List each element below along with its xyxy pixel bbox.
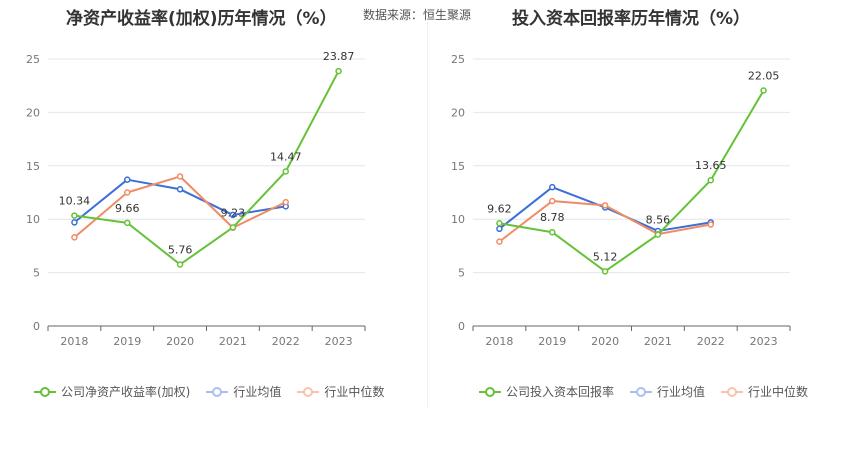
roic-chart: 0 5 10 15 20 25 2018 2019 2020 2021 2022 2023 9.62 8.… [451,53,791,348]
data-point-median [176,173,184,180]
legend-line-icon [206,386,229,398]
legend-line-icon [34,386,56,398]
legend-label: 公司净资产收益率(加权) [61,385,191,399]
y-tick-label: 20 [451,106,465,119]
legend-label: 行业中位数 [324,385,385,399]
data-point-avg [176,186,184,193]
legend-label: 公司投入资本回报率 [506,385,615,399]
data-point-median [124,189,131,196]
y-tick-label: 15 [451,160,465,173]
y-tick-label: 10 [26,213,40,226]
data-point-company [601,268,609,275]
data-point-median [707,221,714,228]
x-tick-label: 2022 [272,335,300,348]
chart-divider [427,22,428,407]
x-tick-label: 2019 [538,335,566,348]
y-tick-label: 25 [451,53,465,66]
x-tick-label: 2018 [485,335,513,348]
data-label: 5.12 [593,250,618,263]
chart1-title: 净资产收益率(加权)历年情况（%） [66,9,337,29]
data-label: 10.34 [59,195,91,208]
y-tick-label: 5 [33,267,40,280]
data-point-company [496,220,503,227]
legend-label: 行业均值 [657,385,706,399]
x-tick-label: 2021 [219,335,247,348]
legend-item-company[interactable]: 公司净资产收益率(加权) [34,383,190,400]
data-point-company [229,224,237,231]
data-point-company [707,176,714,184]
legend-line-icon [479,386,501,398]
data-point-median [549,197,556,205]
data-label: 8.56 [646,214,671,227]
data-label: 22.05 [748,70,780,83]
data-label: 8.78 [540,211,565,224]
legend-item-avg[interactable]: 行业均值 [630,383,705,400]
data-point-avg [549,183,556,191]
x-tick-label: 2019 [113,335,141,348]
y-tick-label: 20 [26,106,40,119]
legend-item-median[interactable]: 行业中位数 [721,383,808,400]
data-point-avg [229,211,237,219]
x-tick-label: 2023 [750,335,778,348]
x-tick-label: 2020 [591,335,619,348]
y-tick-label: 15 [26,160,40,173]
data-point-company [71,212,78,219]
data-point-company [654,231,662,238]
y-tick-label: 10 [451,213,465,226]
y-tick-label: 0 [458,320,465,333]
data-point-company [282,168,289,175]
chart1-legend: 公司净资产收益率(加权) 行业均值 行业中位数 [34,383,384,400]
legend-item-median[interactable]: 行业中位数 [297,383,384,400]
data-point-avg [124,176,131,183]
data-label: 9.62 [487,202,512,215]
data-label: 23.87 [323,50,355,63]
data-source: 数据来源：恒生聚源 [363,8,472,22]
data-point-median [71,234,78,241]
x-tick-label: 2021 [644,335,672,348]
series-line-median [73,175,287,239]
data-label: 9.66 [115,202,140,215]
series-line-company [499,89,765,273]
x-tick-label: 2018 [60,335,88,348]
data-point-company [176,261,184,268]
data-label: 13.65 [695,159,727,172]
data-label: 5.76 [168,243,193,256]
data-point-avg [71,219,78,226]
data-point-median [496,238,503,245]
data-point-avg [496,225,503,233]
data-point-median [282,198,289,206]
legend-line-icon [297,386,320,398]
data-point-company [549,228,556,236]
legend-item-company[interactable]: 公司投入资本回报率 [479,383,614,400]
legend-label: 行业均值 [233,385,282,399]
series-line-company [74,70,340,266]
legend-label: 行业中位数 [748,385,809,399]
data-point-company [760,87,767,94]
data-label: 9.23 [221,206,246,219]
data-point-company [335,67,342,75]
x-tick-label: 2022 [697,335,725,348]
y-tick-label: 25 [26,53,40,66]
data-label: 14.47 [270,150,302,163]
legend-line-icon [721,386,744,398]
y-tick-label: 0 [33,320,40,333]
legend-line-icon [630,386,653,398]
data-point-company [124,219,131,227]
roe-chart: 0 5 10 15 20 25 2018 2019 2020 2021 2022 2023 10.34 9… [26,50,366,348]
x-tick-label: 2020 [166,335,194,348]
legend-item-avg[interactable]: 行业均值 [206,383,281,400]
y-tick-label: 5 [458,267,465,280]
chart2-title: 投入资本回报率历年情况（%） [512,9,751,29]
chart2-legend: 公司投入资本回报率 行业均值 行业中位数 [479,383,808,400]
x-tick-label: 2023 [325,335,353,348]
data-point-median [601,202,609,209]
